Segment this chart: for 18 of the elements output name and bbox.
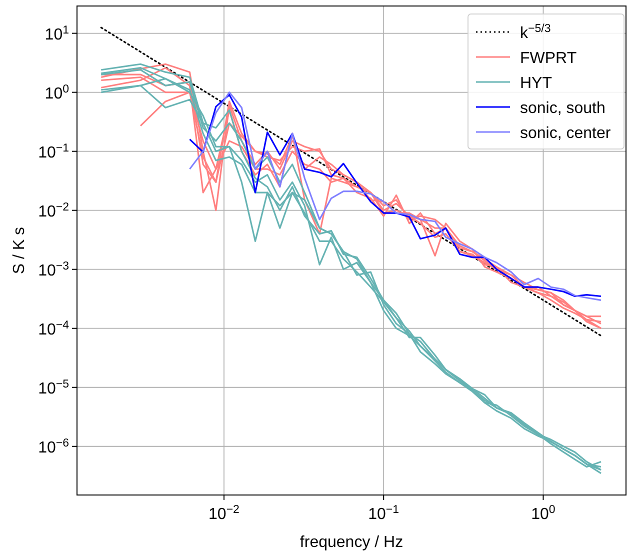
legend-label: HYT (520, 75, 552, 92)
y-tick-label: 10$^{−6}$ (38, 437, 69, 456)
legend-label: k$^{−5/3}$ (520, 23, 551, 42)
x-tick-label: 10$^{−2}$ (208, 504, 240, 523)
legend-label: sonic, south (520, 100, 606, 117)
y-tick-label: 10$^{−1}$ (38, 142, 69, 162)
y-tick-label: 10$^{1}$ (44, 24, 69, 44)
y-axis-title: S / K s (11, 226, 28, 274)
x-tick-label: 10$^{0}$ (531, 504, 556, 523)
y-tick-label: 10$^{0}$ (44, 83, 69, 102)
y-tick-label: 10$^{−2}$ (38, 201, 69, 220)
x-tick-label: 10$^{−1}$ (368, 504, 400, 523)
legend-label: sonic, center (520, 125, 612, 142)
y-tick-label: 10$^{−5}$ (38, 378, 69, 398)
y-tick-label: 10$^{−4}$ (38, 319, 70, 338)
legend-label: FWPRT (520, 50, 577, 67)
y-tick-label: 10$^{−3}$ (38, 260, 69, 280)
x-axis-title: frequency / Hz (300, 534, 404, 551)
